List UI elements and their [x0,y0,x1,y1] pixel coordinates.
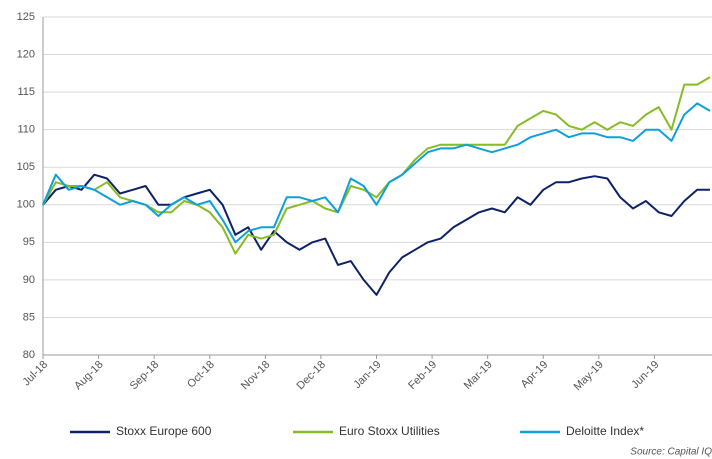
series-line [42,173,710,296]
series-line [42,102,711,244]
y-tick-label: 105 [17,161,35,173]
x-tick-label: Nov-18 [239,359,273,393]
y-tick-label: 85 [23,311,35,323]
source-note: Source: Capital IQ [630,447,712,458]
x-tick-label: Feb-19 [406,359,439,392]
legend-label: Deloitte Index* [566,424,644,438]
legend-label: Euro Stoxx Utilities [339,424,440,438]
x-tick-label: Jul-18 [20,359,50,389]
y-tick-label: 110 [17,124,35,136]
y-tick-label: 115 [17,86,35,98]
y-tick-label: 125 [17,11,35,23]
y-tick-label: 80 [23,349,35,361]
y-tick-label: 90 [23,274,35,286]
x-tick-label: Aug-18 [72,359,106,393]
x-tick-label: Jun-19 [629,359,661,391]
y-tick-label: 95 [23,236,35,248]
x-tick-label: Jan-19 [351,359,383,391]
y-tick-label: 120 [17,48,35,60]
x-tick-label: Dec-18 [295,359,329,393]
x-tick-label: May-19 [572,359,606,393]
legend-label: Stoxx Europe 600 [116,424,212,438]
x-tick-label: Sep-18 [128,359,162,393]
x-tick-label: Apr-19 [519,359,551,391]
y-tick-label: 100 [17,199,35,211]
x-tick-label: Oct-18 [185,359,217,391]
series-line [42,76,711,255]
x-tick-label: Mar-19 [462,359,495,392]
